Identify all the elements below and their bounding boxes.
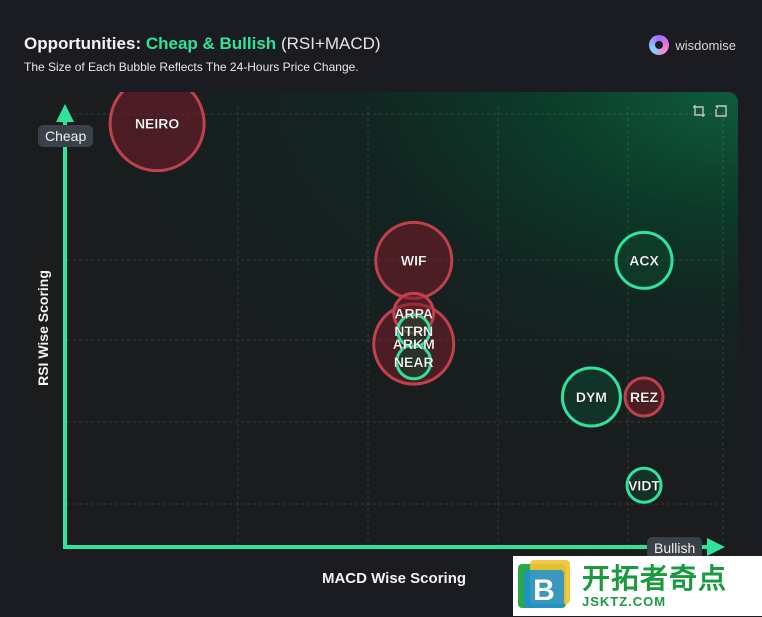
bubble-rez xyxy=(623,376,665,418)
svg-text:B: B xyxy=(533,574,555,607)
watermark-url: JSKTZ.COM xyxy=(582,593,667,609)
watermark: B 开拓者奇点 JSKTZ.COM xyxy=(513,556,762,616)
chart-toolbar xyxy=(692,104,728,118)
title-accent: Cheap & Bullish xyxy=(145,34,277,53)
x-axis-label: MACD Wise Scoring xyxy=(321,570,467,587)
y-axis-arrow xyxy=(56,104,74,122)
y-axis-tag: Cheap xyxy=(38,125,94,147)
bubble-label-vidt: VIDT xyxy=(628,477,660,493)
brand: wisdomise xyxy=(649,35,736,55)
x-axis-arrow xyxy=(707,538,725,556)
bubble-label-ntrn: NTRN xyxy=(394,323,433,339)
chart-subtitle: The Size of Each Bubble Reflects The 24-… xyxy=(24,60,359,74)
bubble-label-arkm: ARKM xyxy=(393,336,435,352)
bubble-label-acx: ACX xyxy=(629,252,659,268)
brand-name: wisdomise xyxy=(675,37,736,53)
x-axis-tag: Bullish xyxy=(647,537,703,559)
brand-logo-icon xyxy=(649,35,670,55)
bubble-label-near: NEAR xyxy=(394,354,434,370)
bubble-label-arpa: ARPA xyxy=(394,305,433,321)
bubble-label-neiro: NEIRO xyxy=(135,116,179,132)
watermark-logo-icon: B xyxy=(516,560,572,612)
y-axis-label: RSI Wise Scoring xyxy=(35,270,51,386)
bubble-acx xyxy=(614,230,674,290)
reset-zoom-icon[interactable] xyxy=(714,104,728,118)
bubble-label-wif: WIF xyxy=(401,252,427,268)
bubble-neiro xyxy=(108,92,206,173)
chart-title: Opportunities: Cheap & Bullish (RSI+MACD… xyxy=(24,34,381,54)
bubble-vidt xyxy=(625,466,663,504)
zoom-in-icon[interactable] xyxy=(692,104,706,118)
bubble-label-dym: DYM xyxy=(576,389,607,405)
bubble-ntrn xyxy=(396,313,432,349)
title-suffix: (RSI+MACD) xyxy=(280,34,381,53)
chart-panel: NEIRO WIF ARPA NTRN ARKM NEAR ACX DYM REZ VIDT xyxy=(23,92,738,557)
watermark-text: 开拓者奇点 xyxy=(582,562,728,594)
bubble-label-rez: REZ xyxy=(630,389,658,405)
bubble-dym xyxy=(560,366,622,428)
title-prefix: Opportunities: xyxy=(24,34,142,53)
